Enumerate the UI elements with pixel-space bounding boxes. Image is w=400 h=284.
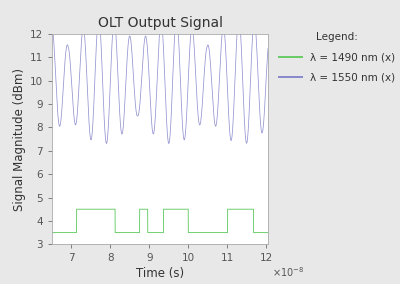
Text: $\times10^{-8}$: $\times10^{-8}$ [272,265,304,279]
Legend: λ = 1490 nm (x), λ = 1550 nm (x): λ = 1490 nm (x), λ = 1550 nm (x) [277,30,397,85]
Y-axis label: Signal Magnitude (dBm): Signal Magnitude (dBm) [12,68,26,211]
Title: OLT Output Signal: OLT Output Signal [98,16,222,30]
X-axis label: Time (s): Time (s) [136,268,184,280]
